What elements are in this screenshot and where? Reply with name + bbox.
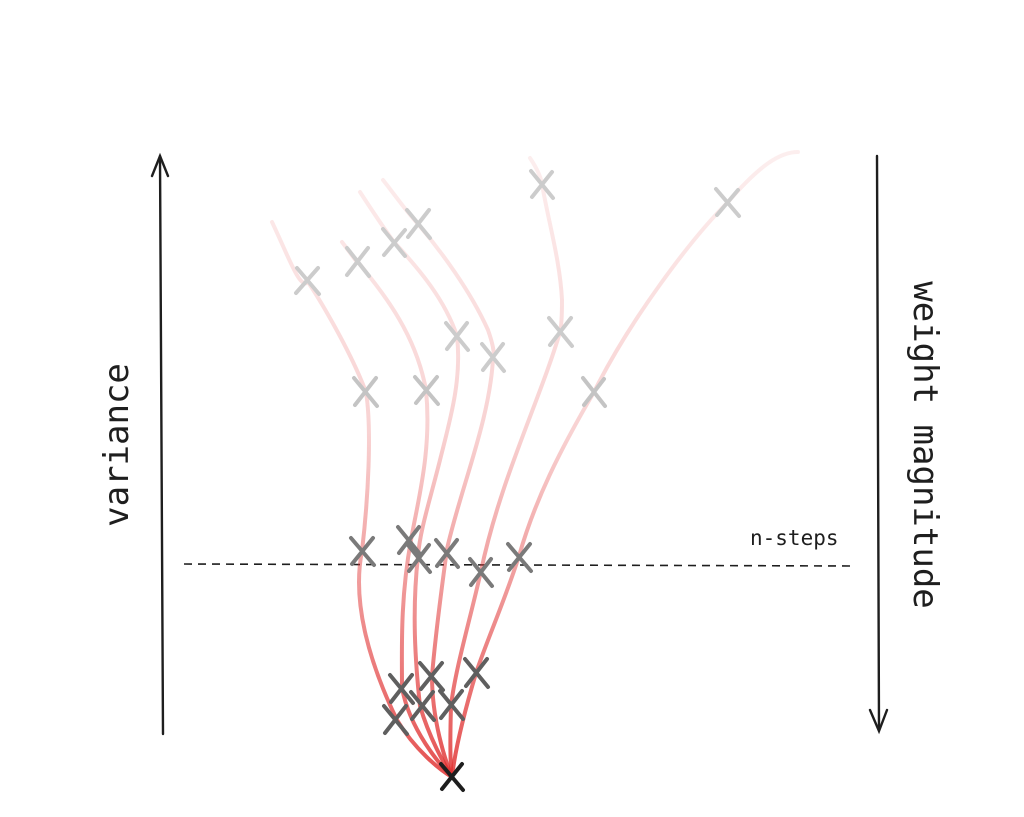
step-markers — [294, 169, 741, 792]
step-marker — [349, 536, 376, 567]
step-marker — [434, 538, 460, 569]
step-marker — [463, 657, 490, 689]
step-marker — [409, 690, 436, 722]
step-marker — [405, 208, 432, 240]
trajectory-5 — [448, 156, 564, 779]
step-marker — [413, 375, 440, 406]
step-marker — [406, 543, 432, 574]
step-marker — [506, 542, 533, 573]
variance-axis: variance — [97, 152, 170, 736]
step-marker — [418, 661, 445, 692]
step-marker — [547, 316, 574, 348]
step-marker — [480, 342, 506, 373]
variance-axis-line — [158, 154, 165, 736]
weight-magnitude-arrowhead-icon — [868, 708, 889, 735]
weight-magnitude-axis-line — [875, 154, 881, 732]
weight-magnitude-axis-label: weight magnitude — [905, 281, 945, 609]
trajectory-6 — [450, 150, 800, 779]
weight-magnitude-axis: weight magnitude — [868, 154, 945, 735]
step-marker — [581, 376, 607, 408]
step-marker — [381, 227, 407, 258]
minimum-marker — [439, 762, 465, 792]
n-steps-label: n-steps — [750, 526, 839, 550]
step-marker — [294, 266, 321, 296]
step-marker — [438, 689, 465, 721]
step-marker — [714, 187, 741, 218]
trajectory-1 — [270, 220, 454, 779]
variance-arrowhead-icon — [150, 152, 170, 178]
n-steps-threshold: n-steps — [183, 526, 853, 567]
step-marker — [382, 704, 409, 736]
step-marker — [388, 673, 415, 705]
step-marker — [444, 321, 470, 352]
step-marker — [345, 246, 371, 278]
step-marker — [468, 557, 494, 588]
step-marker — [529, 169, 555, 200]
variance-axis-label: variance — [97, 363, 137, 527]
step-marker — [396, 525, 422, 556]
trajectories — [270, 150, 800, 779]
step-marker — [352, 376, 379, 408]
